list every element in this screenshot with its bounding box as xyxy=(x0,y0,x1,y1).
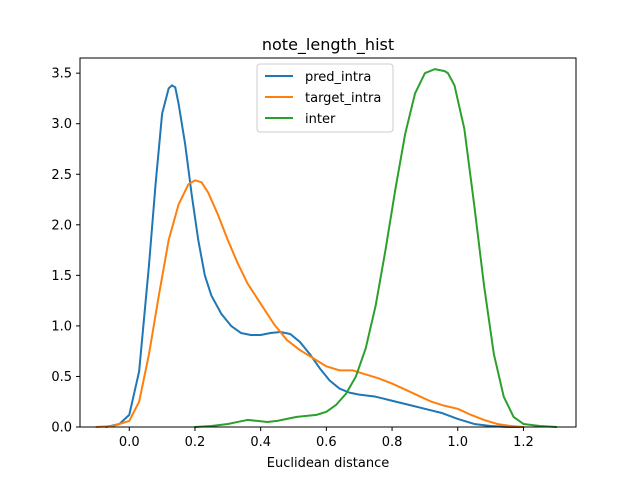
chart-title: note_length_hist xyxy=(262,35,394,55)
x-tick-label: 0.4 xyxy=(250,435,271,450)
series-line-pred-intra xyxy=(105,84,525,428)
ticks-layer: 0.0 0.2 0.4 0.6 0.8 1.0 1.2 0.0 0.5 1.0 1.5 2.0 2.5 3… xyxy=(51,67,533,450)
y-tick-label: 3.5 xyxy=(51,67,72,82)
x-tick-label: 0.6 xyxy=(316,435,337,450)
legend: pred_intra target_intra inter xyxy=(256,63,394,133)
series-layer xyxy=(95,68,558,428)
y-tick-label: 2.0 xyxy=(51,218,72,233)
y-tick-label: 2.5 xyxy=(51,168,72,183)
x-tick-label: 0.0 xyxy=(119,435,140,450)
series-line-target-intra xyxy=(95,179,525,428)
x-tick-label: 0.2 xyxy=(185,435,206,450)
y-tick-label: 1.0 xyxy=(51,319,72,334)
legend-label-inter: inter xyxy=(305,112,336,127)
y-tick-label: 3.0 xyxy=(51,117,72,132)
x-axis-label: Euclidean distance xyxy=(267,456,390,471)
x-tick-label: 0.8 xyxy=(382,435,403,450)
series-line-inter xyxy=(193,68,558,428)
plot-area-frame xyxy=(79,57,577,428)
legend-label-pred-intra: pred_intra xyxy=(305,70,371,85)
legend-box xyxy=(256,63,394,133)
x-tick-label: 1.2 xyxy=(513,435,534,450)
y-tick-label: 0.5 xyxy=(51,370,72,385)
legend-label-target-intra: target_intra xyxy=(305,91,381,106)
x-tick-label: 1.0 xyxy=(447,435,468,450)
y-tick-label: 1.5 xyxy=(51,269,72,284)
y-tick-label: 0.0 xyxy=(51,421,72,436)
